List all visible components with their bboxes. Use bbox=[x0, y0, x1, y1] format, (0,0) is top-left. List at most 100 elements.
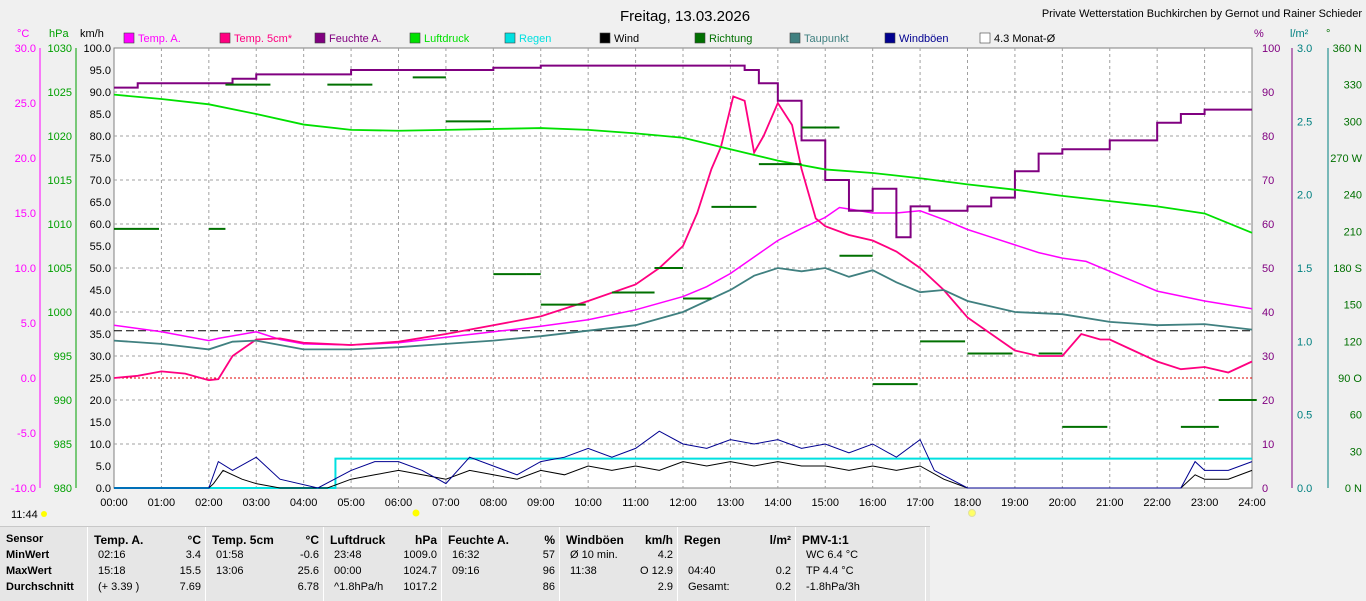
kmh-tick: 35.0 bbox=[90, 329, 111, 341]
x-tick: 01:00 bbox=[148, 497, 176, 509]
dir-tick: 30 bbox=[1350, 446, 1362, 458]
temp-tick: -5.0 bbox=[17, 428, 36, 440]
stats-column-unit: l/m² bbox=[769, 533, 791, 547]
kmh-tick: 75.0 bbox=[90, 153, 111, 165]
legend-label: Temp. 5cm* bbox=[234, 33, 293, 45]
stats-time: 00:00 bbox=[334, 565, 362, 577]
legend-swatch bbox=[123, 32, 135, 44]
x-tick: 23:00 bbox=[1191, 497, 1219, 509]
legend-label: Temp. A. bbox=[138, 33, 181, 45]
hpa-tick: 1030 bbox=[48, 43, 72, 55]
x-tick: 03:00 bbox=[242, 497, 270, 509]
stats-value: 6.78 bbox=[297, 581, 319, 593]
hpa-tick: 995 bbox=[54, 351, 72, 363]
sunrise-icon bbox=[412, 509, 420, 517]
temp-tick: 20.0 bbox=[15, 153, 36, 165]
stats-value: 86 bbox=[542, 581, 555, 593]
kmh-tick: 85.0 bbox=[90, 109, 111, 121]
unit-label: % bbox=[1254, 28, 1264, 40]
stats-column-unit: km/h bbox=[644, 533, 673, 547]
dir-tick: 210 bbox=[1344, 226, 1362, 238]
legend-swatch bbox=[219, 32, 231, 44]
statistics-table: Sensor MinWert MaxWert Durchschnitt Temp… bbox=[0, 526, 930, 601]
stats-time: 09:16 bbox=[452, 565, 480, 577]
x-tick: 11:00 bbox=[622, 497, 649, 509]
x-tick: 17:00 bbox=[906, 497, 934, 509]
stats-time: 11:38 bbox=[570, 565, 597, 577]
stats-column-unit: °C bbox=[305, 533, 319, 547]
stats-column-head: Windböen bbox=[566, 533, 624, 547]
stats-value: 2.9 bbox=[657, 581, 673, 593]
stats-value: 57 bbox=[542, 549, 555, 561]
x-tick: 05:00 bbox=[337, 497, 365, 509]
stats-column-head: PMV-1:1 bbox=[802, 533, 849, 547]
dir-tick: 150 bbox=[1344, 300, 1362, 312]
pct-tick: 90 bbox=[1262, 87, 1274, 99]
stats-row-labels: Sensor MinWert MaxWert Durchschnitt bbox=[0, 527, 88, 601]
x-tick: 13:00 bbox=[717, 497, 745, 509]
x-tick: 02:00 bbox=[195, 497, 223, 509]
pct-tick: 100 bbox=[1262, 43, 1280, 55]
stats-column: Windböen km/h Ø 10 min. 4.2 11:38 O 12.9 2.9 bbox=[560, 527, 678, 601]
stats-time: 02:16 bbox=[98, 549, 126, 561]
dir-tick: 180 S bbox=[1333, 263, 1362, 275]
stats-column-unit: °C bbox=[187, 533, 201, 547]
x-tick: 20:00 bbox=[1049, 497, 1077, 509]
dir-tick: 240 bbox=[1344, 190, 1362, 202]
legend-label: Regen bbox=[519, 33, 551, 45]
unit-label: l/m² bbox=[1290, 28, 1309, 40]
x-tick: 22:00 bbox=[1143, 497, 1171, 509]
stats-column-head: Feuchte A. bbox=[448, 533, 509, 547]
hpa-tick: 1010 bbox=[48, 219, 72, 231]
temp-tick: 25.0 bbox=[15, 98, 36, 110]
unit-label: °C bbox=[17, 28, 29, 40]
hpa-tick: 1020 bbox=[48, 131, 72, 143]
stats-value: 1017.2 bbox=[403, 581, 437, 593]
x-tick: 18:00 bbox=[954, 497, 982, 509]
x-tick: 15:00 bbox=[811, 497, 839, 509]
kmh-tick: 20.0 bbox=[90, 395, 111, 407]
stats-column-head: Temp. A. bbox=[94, 533, 144, 547]
kmh-tick: 45.0 bbox=[90, 285, 111, 297]
stats-value: 4.2 bbox=[657, 549, 673, 561]
lm2-tick: 2.0 bbox=[1297, 190, 1312, 202]
stats-value: 7.69 bbox=[179, 581, 201, 593]
stats-time: 16:32 bbox=[452, 549, 480, 561]
stats-time: Ø 10 min. bbox=[570, 549, 618, 561]
lm2-tick: 0.0 bbox=[1297, 483, 1312, 495]
legend-label: 4.3 Monat-Ø bbox=[994, 33, 1056, 45]
stats-time: 01:58 bbox=[216, 549, 244, 561]
pct-tick: 30 bbox=[1262, 351, 1274, 363]
temp-tick: 15.0 bbox=[15, 208, 36, 220]
hpa-tick: 1015 bbox=[48, 175, 72, 187]
sunset-icon bbox=[968, 509, 976, 517]
kmh-tick: 65.0 bbox=[90, 197, 111, 209]
series-feuchte-a-line bbox=[114, 64, 1252, 239]
unit-label: ° bbox=[1326, 28, 1330, 40]
x-tick: 04:00 bbox=[290, 497, 318, 509]
hpa-tick: 1000 bbox=[48, 307, 72, 319]
series-temp-a-line bbox=[113, 206, 1253, 346]
x-tick: 10:00 bbox=[574, 497, 602, 509]
temp-tick: 30.0 bbox=[15, 43, 36, 55]
dir-tick: 0 N bbox=[1345, 483, 1362, 495]
dir-tick: 90 O bbox=[1338, 373, 1362, 385]
kmh-tick: 50.0 bbox=[90, 263, 111, 275]
pct-tick: 40 bbox=[1262, 307, 1274, 319]
temp-tick: 5.0 bbox=[21, 318, 36, 330]
lm2-tick: 1.0 bbox=[1297, 336, 1312, 348]
legend: Temp. A. Temp. 5cm* Feuchte A. Luftdruck Reg… bbox=[123, 32, 1056, 45]
unit-label: hPa bbox=[49, 28, 69, 40]
pct-tick: 60 bbox=[1262, 219, 1274, 231]
legend-label: Windböen bbox=[899, 33, 949, 45]
dir-tick: 360 N bbox=[1333, 43, 1362, 55]
legend-swatch bbox=[979, 32, 991, 44]
stats-time: (+ 3.39 ) bbox=[98, 581, 140, 593]
stats-value: 15.5 bbox=[179, 565, 201, 577]
pct-tick: 50 bbox=[1262, 263, 1274, 275]
stats-column: Regen l/m² 04:40 0.2 Gesamt: 0.2 bbox=[678, 527, 796, 601]
stats-time: WC 6.4 °C bbox=[806, 549, 859, 561]
stats-time: 23:48 bbox=[334, 549, 362, 561]
x-tick: 07:00 bbox=[432, 497, 460, 509]
kmh-tick: 80.0 bbox=[90, 131, 111, 143]
